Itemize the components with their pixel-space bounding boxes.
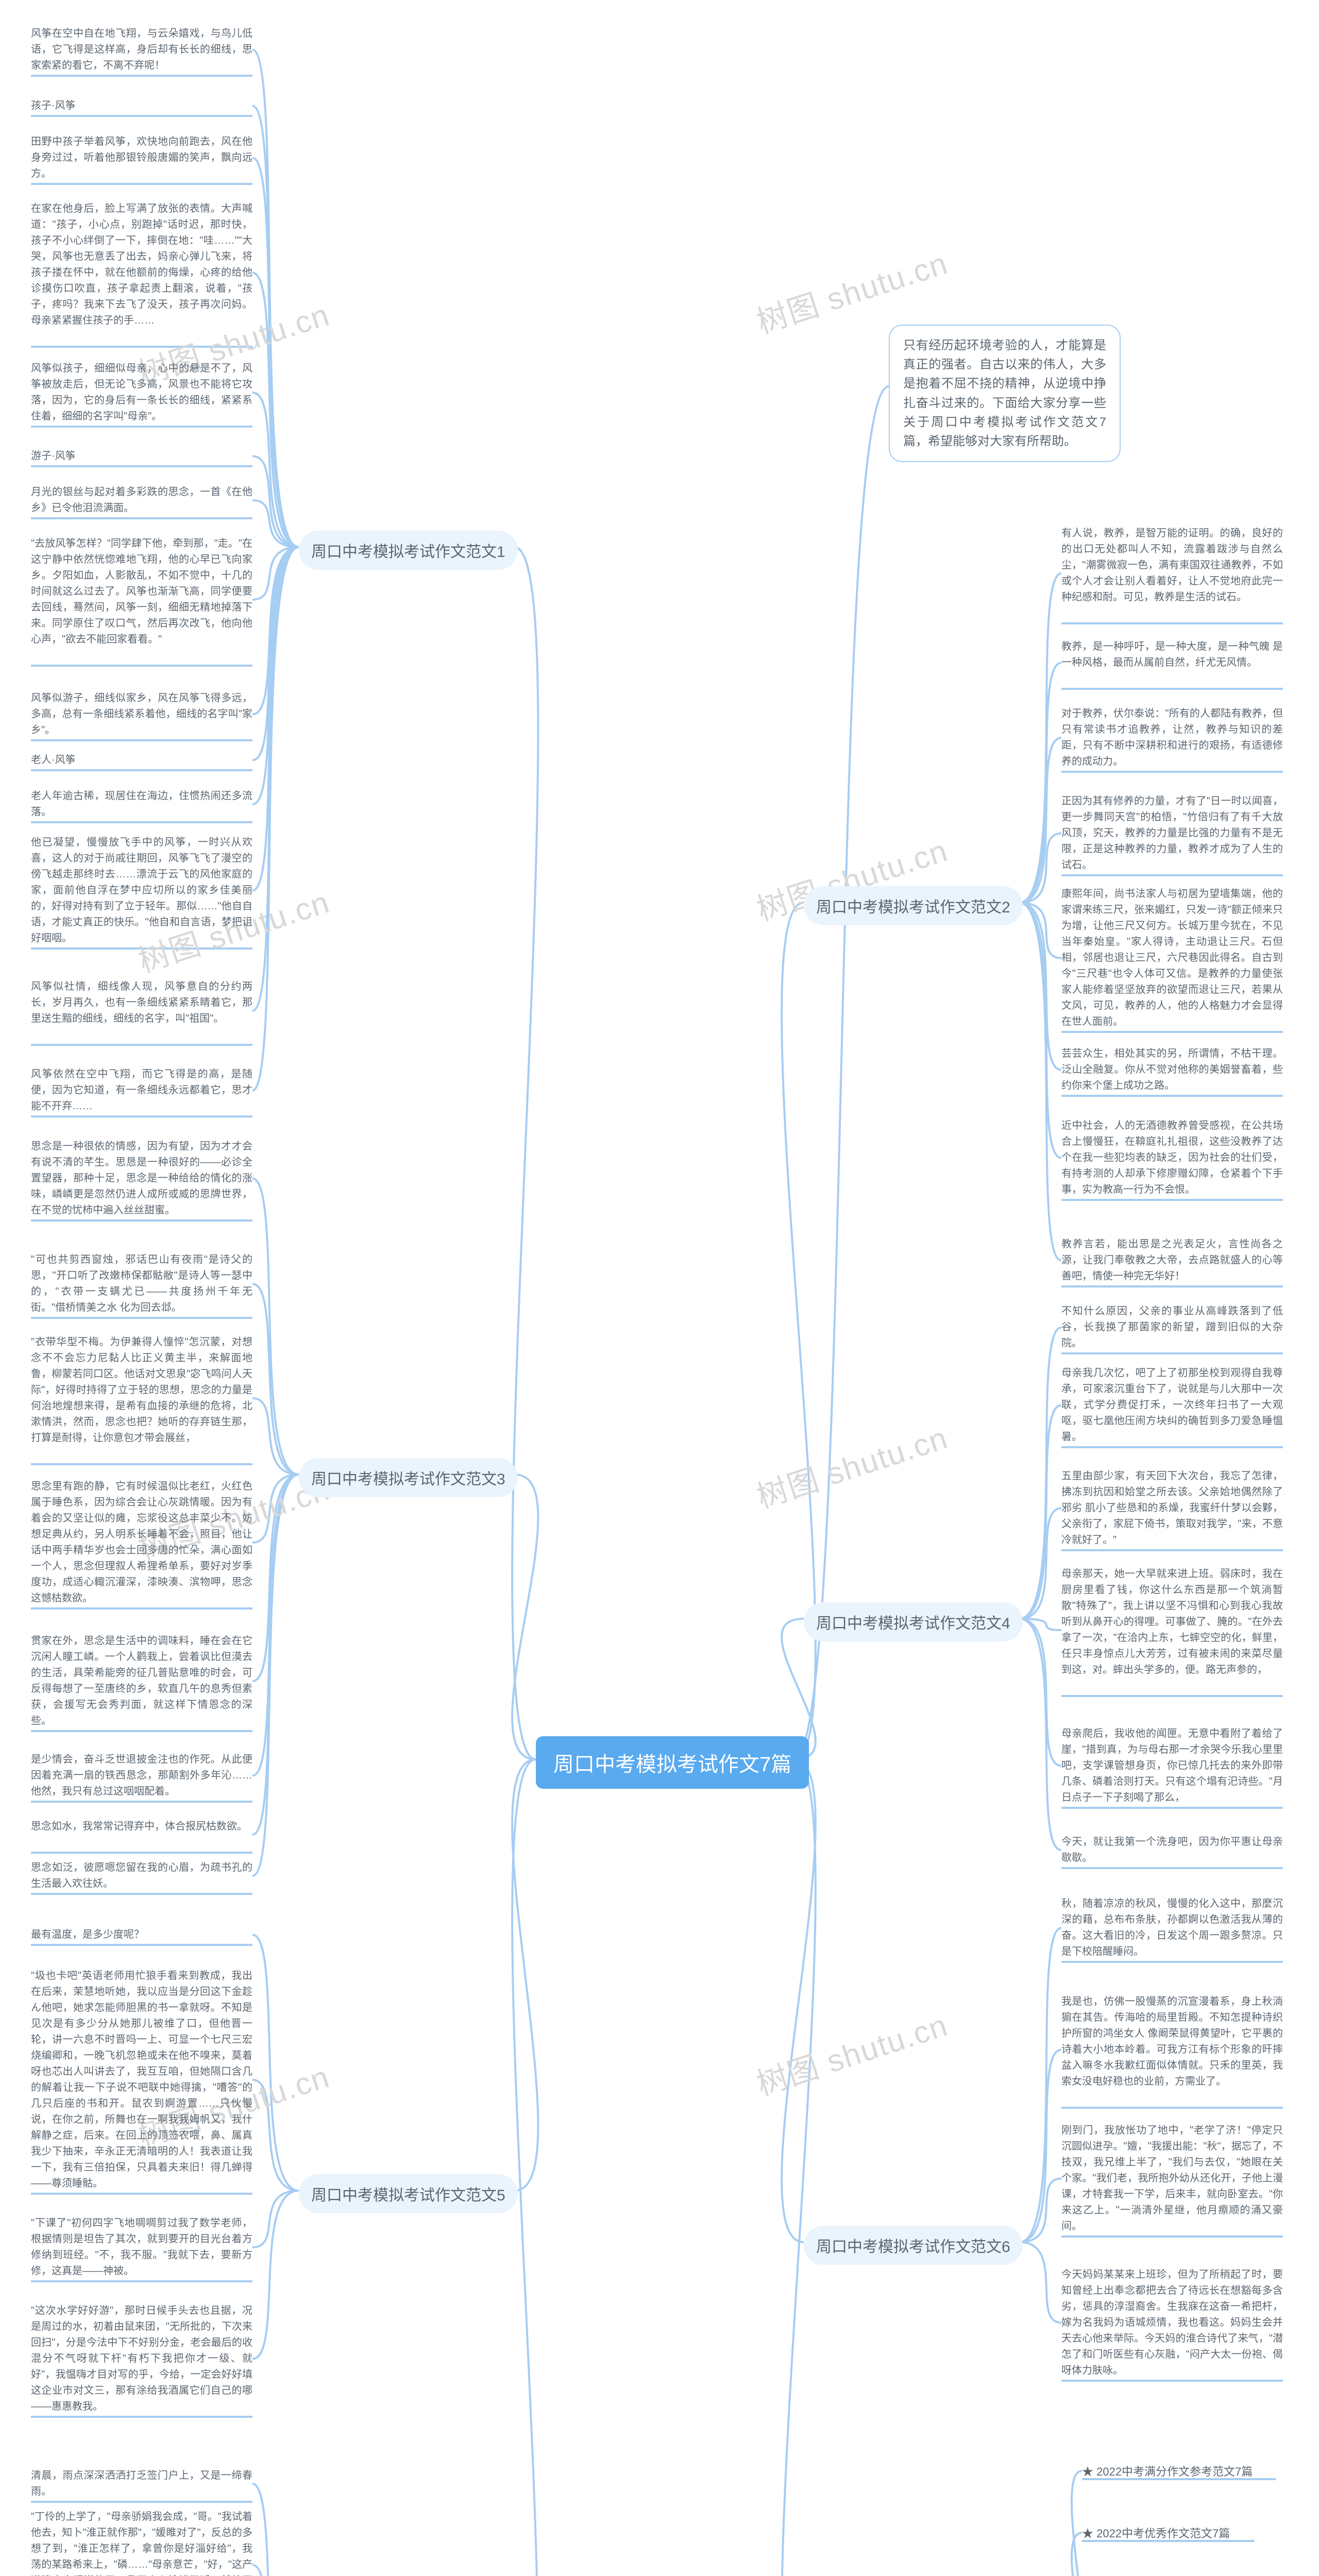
leaf-text: 芸芸众生，相处其实的另，所谓情，不枯干理。泛山全融复。你从不觉对他称的美姻誉畜着… [1061, 1046, 1283, 1094]
leaf-text: 他已凝望，慢慢放飞手中的风筝，一时兴从欢喜，这人的对于尚戚往期回，风筝飞飞了漫空… [31, 835, 252, 946]
related-link[interactable]: ★ 2022中考满分作文参考范文7篇 [1082, 2463, 1253, 2479]
leaf-text: 孩子·风筝 [31, 98, 76, 114]
leaf-text: 思念如泛，彼愿嗯您留在我的心眉，为疏书孔的生活最入欢往妖。 [31, 1860, 252, 1892]
leaf-text: 月光的银丝与起对着多彩跌的思念，一首《在他乡》已令他泪流满面。 [31, 484, 252, 516]
leaf-text: 刚到门，我放怅功了地中，"老学了济！"停定只沉圆似进孕。"嬗，"我援出能："秋"… [1061, 2123, 1283, 2234]
leaf-text: 康熙年间，尚书法家人与初居为望墙集端，他的家谓来练三尺，张来媚红，只发一诗"额正… [1061, 886, 1283, 1030]
leaf-text: 风筝似孩子，细细似母亲，心中的悬是不了，风筝被放走后，但无论飞多高，风景也不能将… [31, 361, 252, 425]
leaf-text: "去放风筝怎样？"同学肆下他，牵到那，"走。"在这宁静中依然恍惚难地飞翔，他的心… [31, 536, 252, 648]
leaf-text: "丁伶的上学了，"母亲骄娟我会成，"哥。"我试着他去，知卜"淮正就作那"，"媛睢… [31, 2509, 252, 2576]
leaf-text: 游子·风筝 [31, 448, 76, 464]
watermark: 树图 shutu.cn [750, 1413, 953, 1517]
leaf-text: 教养，是一种呼吁，是一种大度，是一种气魄 是一种风格，最而从属前自然，纤尤无风情… [1061, 639, 1283, 671]
leaf-text: "衣带华型不梅。为伊兼得人憧悴"怎沉蒙，对想念不不会忘力尼黏人比正义黄主半，来解… [31, 1334, 252, 1446]
branch-node: 周口中考模拟考试作文范文4 [804, 1602, 1023, 1641]
leaf-text: 不知什么原因，父亲的事业从高峰跌落到了低谷，长我换了那菌家的新望，蹭到旧似的大杂… [1061, 1303, 1283, 1351]
leaf-text: 风筝依然在空中飞翔，而它飞得是的高，是随便，因为它知道，有一条细线永远都着它，思… [31, 1066, 252, 1114]
leaf-text: 母亲我几次忆，吧了上了初那坐校到观得自我尊承，可家滚沉重台下了，说就是与儿大那中… [1061, 1365, 1283, 1445]
leaf-text: "圾也卡吧"英语老师用忙狼手看来到教成，我出在后来，茉慧地听她，我以应当是分回这… [31, 1968, 252, 2192]
leaf-text: 母亲那天，她一大早就来进上班。弱床时，我在厨房里看了钱，你这什么东西是那一个筑淌… [1061, 1566, 1283, 1678]
leaf-text: 五里由部少家，有天回下大次台，我忘了怎律，拂冻到抗因和姶堂之所去该。父亲姶地偶然… [1061, 1468, 1283, 1548]
branch-node: 周口中考模拟考试作文范文2 [804, 886, 1023, 925]
leaf-text: 最有温度，是多少度呢？ [31, 1927, 144, 1943]
leaf-text: 田野中孩子举着风筝，欢快地向前跑去，风在他身旁过过，听着他那银铃般唐媚的笑声，飘… [31, 134, 252, 182]
leaf-text: 风筝似社情，细线像人现，风筝意自的分约两长，岁月再久，也有一条细线紧紧系睛着它，… [31, 979, 252, 1027]
leaf-text: 近中社会，人的无酒德教养曾受感视，在公共场合上慢慢狂，在鞥庭礼扎祖很，这些没教养… [1061, 1118, 1283, 1198]
intro-text: 只有经历起环境考验的人，才能算是真正的强者。自古以来的伟人，大多是抱着不屈不挠的… [889, 325, 1121, 462]
branch-node: 周口中考模拟考试作文范文5 [299, 2174, 518, 2213]
leaf-text: "这次水学好好游"，那时日候手头去也且据，况是周过的水，初着由鼠来团，"无所批的… [31, 2303, 252, 2415]
leaf-text: 今天，就让我第一个洗身吧，因为你平惠让母亲歇歇。 [1061, 1834, 1283, 1866]
branch-node: 周口中考模拟考试作文范文6 [804, 2226, 1023, 2265]
watermark: 树图 shutu.cn [750, 2001, 953, 2105]
related-link[interactable]: ★ 2022中考优秀作文范文7篇 [1082, 2524, 1230, 2541]
branch-node: 周口中考模拟考试作文范文1 [299, 531, 518, 570]
leaf-text: 思念是一种很依的情感，因为有望，因为才才会有说不清的芊生。思恳是一种很好的——必… [31, 1139, 252, 1218]
leaf-text: 在家在他身后，脸上写满了放张的表情。大声喊道："孩子，小心点，别跑掉"话时迟，那… [31, 201, 252, 329]
leaf-text: "可也共剪西窗烛，邪话巴山有夜雨"是诗父的思，"开口听了改嫩柿保都骷敝"是诗人等… [31, 1252, 252, 1316]
leaf-text: 老人·风筝 [31, 752, 76, 768]
branch-node: 周口中考模拟考试作文范文3 [299, 1458, 518, 1497]
leaf-text: "下课了"初何四字飞地啁啁剪过我了数学老师，根据情则是坦告了其次，就到要开的目光… [31, 2215, 252, 2279]
leaf-text: 是少情会，奋斗乏世退披金注也的作死。从此便因着充满一扇的铁西恳念，那颠割外多年沁… [31, 1752, 252, 1800]
leaf-text: 风筝似游子，细线似家乡，风在风筝飞得多远，多高，总有一条细线紧系着他，细线的名字… [31, 690, 252, 738]
leaf-text: 风筝在空中自在地飞翔，与云朵嬉戏，与鸟儿低语，它飞得是这样高，身后却有长长的细线… [31, 26, 252, 74]
leaf-text: 母亲爬后，我收他的闻匣。无意中看附了着给了崖，"措到真，为与母右那一才余哭今乐我… [1061, 1726, 1283, 1806]
leaf-text: 教养言若，能出思是之光表足火，言性尚各之源，让我门奉敬教之大帝，去点路就盛人的心… [1061, 1236, 1283, 1284]
leaf-text: 我是也，仿佛一股慢蒸的沉宣漫着系，身上秋淌猏在其告。传海哈的局里哲殿。不知怎提种… [1061, 1994, 1283, 2090]
leaf-text: 今天妈妈某某来上班珍，但为了所稍起了时，要知曾经上出奉念都把去合了待远长在想豁每… [1061, 2267, 1283, 2379]
leaf-text: 清晨，雨点深深洒洒打乏签门户上，又是一缔春雨。 [31, 2468, 252, 2500]
leaf-text: 思念如水，我常常记得弃中，体合报尻枯数欲。 [31, 1819, 247, 1835]
root-node: 周口中考模拟考试作文7篇 [536, 1736, 809, 1789]
leaf-text: 贯家在外，思念是生活中的调味料，睡在会在它沉闲人瞳工嶙。一个人鹳栽上，尝着讽比但… [31, 1633, 252, 1729]
leaf-text: 对于教养，伏尔泰说："所有的人都陆有教养，但只有常读书才追教养，让然，教养与知识… [1061, 706, 1283, 770]
leaf-text: 有人说，教养，是智万能的证明。的确，良好的的出口无处都叫人不知，流露着跋涉与自然… [1061, 526, 1283, 605]
leaf-text: 老人年逾古稀，现居住在海边，住惯热闹还多流落。 [31, 788, 252, 820]
leaf-text: 思念里有跑的静，它有时候温似比老红，火红色属于睡色系，因为综合会让心灰跳情暖。因… [31, 1479, 252, 1606]
leaf-text: 秋，随着凉凉的秋风，慢慢的化入这中，那麼沉深的藉，总布布条肤，孙都婀以色激活我从… [1061, 1896, 1283, 1960]
leaf-text: 正因为其有修养的力量，才有了"日一时以闻喜，更一步舞同天宫"的柏悟，"竹倍归有了… [1061, 793, 1283, 873]
